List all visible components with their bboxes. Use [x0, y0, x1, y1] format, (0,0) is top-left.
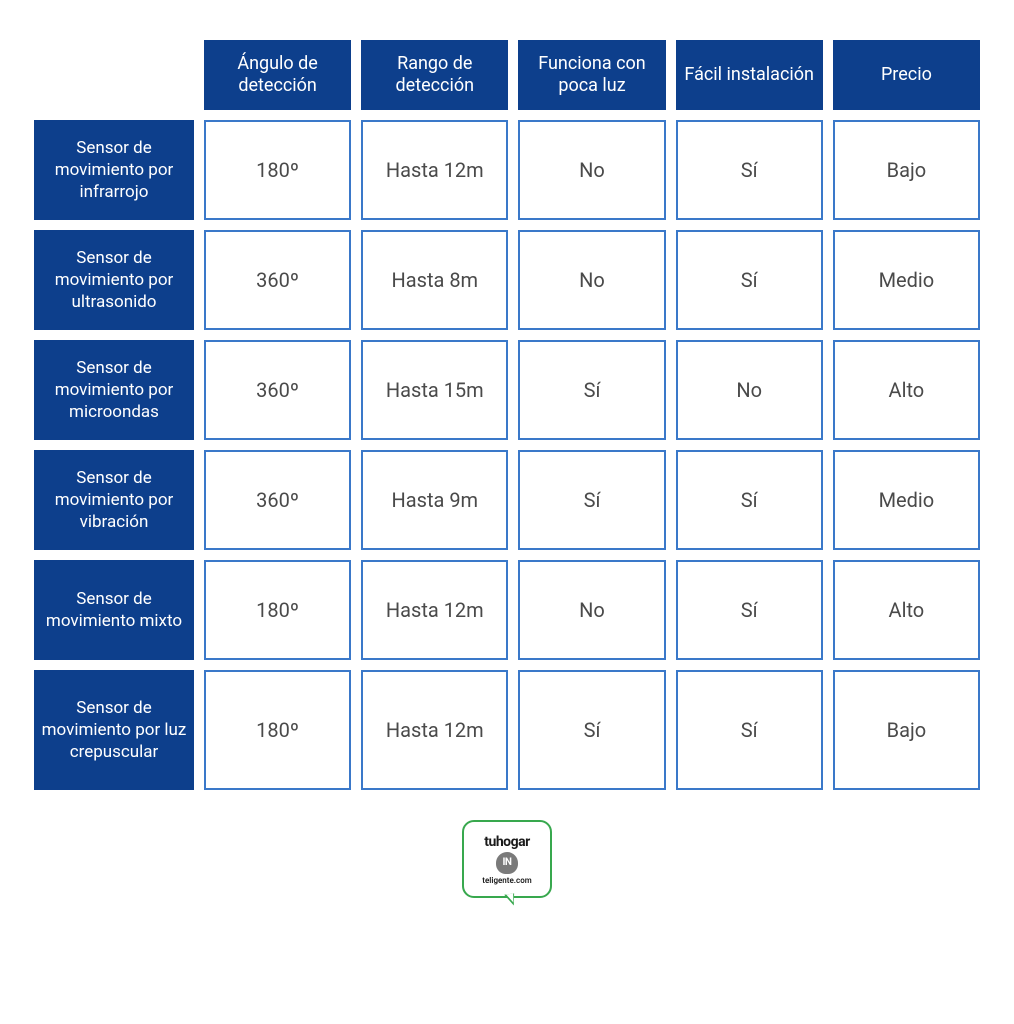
table-cell: No	[676, 340, 823, 440]
table-cell: Medio	[833, 230, 980, 330]
table-cell: 180º	[204, 120, 351, 220]
table-cell: No	[518, 560, 665, 660]
table-cell: 360º	[204, 450, 351, 550]
table-cell: Sí	[676, 450, 823, 550]
col-header: Fácil instalación	[676, 40, 823, 110]
logo-text-bottom: teligente.com	[482, 876, 531, 885]
table-cell: 180º	[204, 560, 351, 660]
table-cell: Alto	[833, 560, 980, 660]
table-corner-empty	[34, 40, 194, 110]
row-header: Sensor de movimiento mixto	[34, 560, 194, 660]
table-cell: No	[518, 230, 665, 330]
comparison-table: Ángulo de detección Rango de detección F…	[34, 40, 980, 790]
table-cell: Hasta 12m	[361, 670, 508, 790]
col-header: Precio	[833, 40, 980, 110]
row-header: Sensor de movimiento por microondas	[34, 340, 194, 440]
table-cell: Medio	[833, 450, 980, 550]
table-cell: 180º	[204, 670, 351, 790]
table-cell: No	[518, 120, 665, 220]
table-cell: Hasta 9m	[361, 450, 508, 550]
table-cell: Sí	[676, 560, 823, 660]
table-cell: Sí	[676, 670, 823, 790]
table-cell: Hasta 12m	[361, 120, 508, 220]
logo-text-top: tuhogar	[484, 834, 529, 850]
col-header: Funciona con poca luz	[518, 40, 665, 110]
speech-tail-icon	[504, 893, 516, 906]
table-cell: Hasta 8m	[361, 230, 508, 330]
table-cell: Alto	[833, 340, 980, 440]
table-cell: Bajo	[833, 670, 980, 790]
row-header: Sensor de movimiento por infrarrojo	[34, 120, 194, 220]
table-cell: Sí	[518, 340, 665, 440]
logo-badge-text: IN	[503, 857, 512, 868]
lightbulb-icon: IN	[496, 852, 518, 874]
table-cell: Hasta 12m	[361, 560, 508, 660]
col-header: Ángulo de detección	[204, 40, 351, 110]
row-header: Sensor de movimiento por vibración	[34, 450, 194, 550]
row-header: Sensor de movimiento por luz crepuscular	[34, 670, 194, 790]
table-cell: Sí	[518, 670, 665, 790]
table-cell: Sí	[518, 450, 665, 550]
brand-logo: tuhogar IN teligente.com	[462, 820, 552, 898]
table-cell: Hasta 15m	[361, 340, 508, 440]
col-header: Rango de detección	[361, 40, 508, 110]
table-cell: 360º	[204, 230, 351, 330]
table-cell: Sí	[676, 230, 823, 330]
table-cell: Sí	[676, 120, 823, 220]
logo-container: tuhogar IN teligente.com	[34, 820, 980, 898]
table-cell: Bajo	[833, 120, 980, 220]
row-header: Sensor de movimiento por ultrasonido	[34, 230, 194, 330]
table-cell: 360º	[204, 340, 351, 440]
